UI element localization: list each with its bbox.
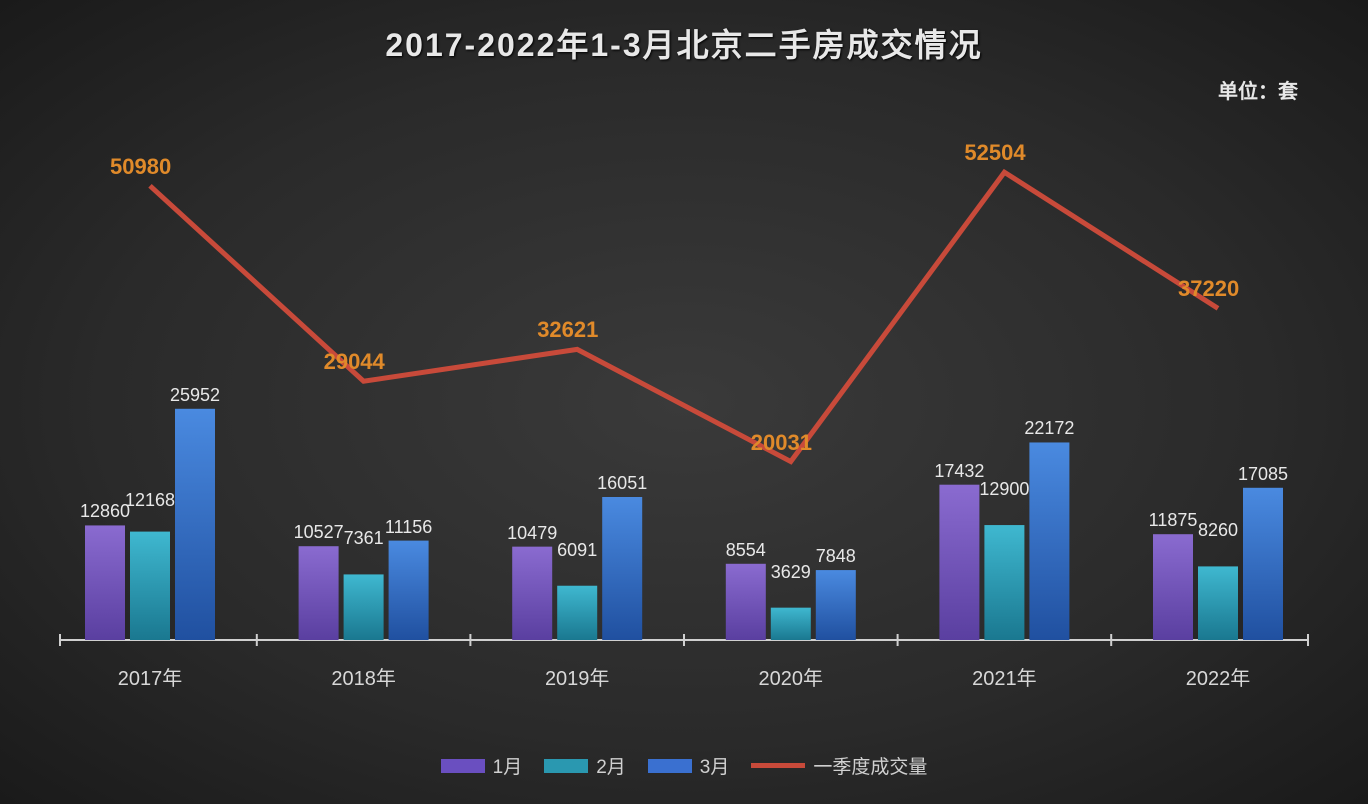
legend-swatch bbox=[648, 759, 692, 773]
bar-value-label: 12168 bbox=[120, 490, 180, 511]
legend-label: 1月 bbox=[493, 752, 523, 779]
category-label: 2017年 bbox=[90, 662, 210, 691]
bar-value-label: 11156 bbox=[379, 517, 439, 538]
line-value-label: 50980 bbox=[110, 154, 171, 180]
chart-title: 2017-2022年1-3月北京二手房成交情况 bbox=[0, 0, 1368, 66]
bar-value-label: 12900 bbox=[974, 479, 1034, 500]
legend-swatch bbox=[441, 759, 485, 773]
legend-label: 2月 bbox=[596, 752, 626, 779]
legend-item-mar: 3月 bbox=[648, 752, 730, 779]
bar-value-label: 16051 bbox=[592, 473, 652, 494]
category-label: 2020年 bbox=[731, 662, 851, 691]
legend-line bbox=[751, 763, 805, 768]
line-value-label: 20031 bbox=[751, 430, 812, 456]
category-label: 2021年 bbox=[944, 662, 1064, 691]
legend-label: 3月 bbox=[700, 752, 730, 779]
line-value-label: 37220 bbox=[1178, 276, 1239, 302]
unit-label: 单位：套 bbox=[1218, 75, 1298, 104]
bar-value-label: 6091 bbox=[547, 540, 607, 561]
legend-swatch bbox=[544, 759, 588, 773]
line-value-label: 29044 bbox=[324, 349, 385, 375]
legend-label: 一季度成交量 bbox=[813, 752, 927, 779]
line-value-label: 32621 bbox=[537, 317, 598, 343]
bar-value-label: 22172 bbox=[1019, 418, 1079, 439]
legend-item-q1: 一季度成交量 bbox=[751, 752, 927, 779]
bar-value-label: 17085 bbox=[1233, 464, 1293, 485]
bar-value-label: 8554 bbox=[716, 540, 776, 561]
category-label: 2022年 bbox=[1158, 662, 1278, 691]
legend-item-jan: 1月 bbox=[441, 752, 523, 779]
chart-svg bbox=[60, 150, 1308, 710]
category-label: 2019年 bbox=[517, 662, 637, 691]
bar-value-label: 8260 bbox=[1188, 520, 1248, 541]
line-value-label: 52504 bbox=[964, 140, 1025, 166]
category-label: 2018年 bbox=[304, 662, 424, 691]
legend: 1月 2月 3月 一季度成交量 bbox=[0, 752, 1368, 779]
bar-value-label: 7848 bbox=[806, 546, 866, 567]
plot-area: 1286012168259522017年105277361111562018年1… bbox=[60, 150, 1308, 640]
legend-item-feb: 2月 bbox=[544, 752, 626, 779]
bar-value-label: 25952 bbox=[165, 385, 225, 406]
